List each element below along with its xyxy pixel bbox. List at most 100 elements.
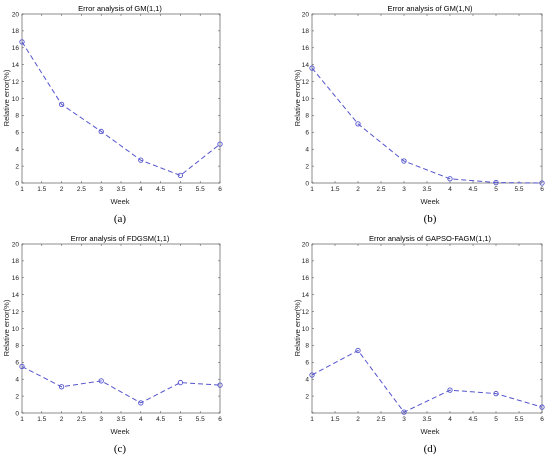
y-tick-label: 14 (12, 62, 20, 69)
y-tick-label: 10 (12, 326, 20, 333)
data-point (493, 179, 499, 186)
y-tick-label: 4 (15, 377, 19, 384)
x-tick-label: 6 (218, 186, 222, 193)
y-tick-label: 4 (15, 147, 19, 154)
data-point (447, 176, 453, 182)
y-tick-label: 16 (12, 275, 20, 282)
y-tick-label: 2 (15, 163, 19, 170)
data-point (309, 372, 315, 378)
y-tick-label: 8 (305, 343, 309, 350)
data-point (177, 379, 184, 386)
y-axis-label: Relative error(%) (293, 69, 302, 126)
x-tick-label: 1.5 (330, 416, 339, 423)
x-axis-label: Week (110, 197, 129, 206)
panel-c: Error analysis of FDGSM(1,1) Relative er… (2, 234, 223, 455)
panel-a: Error analysis of GM(1,1) Relative error… (2, 4, 223, 225)
y-tick-label: 2 (15, 393, 19, 400)
y-tick-label: 18 (12, 28, 20, 35)
panel-caption: (a) (114, 213, 127, 225)
panel-b: Error analysis of GM(1,N) Relative error… (293, 4, 545, 225)
y-tick-label: 10 (302, 326, 310, 333)
y-tick-label: 8 (15, 343, 19, 350)
x-tick-label: 5.5 (514, 416, 523, 423)
data-point (539, 404, 545, 410)
plot-area (311, 13, 543, 184)
data-point (138, 400, 144, 406)
y-tick-label: 6 (15, 130, 19, 137)
x-axis-label: Week (110, 427, 129, 436)
data-point (447, 387, 453, 393)
y-tick-label: 4 (305, 147, 309, 154)
data-point (355, 347, 361, 354)
x-tick-label: 6 (218, 416, 222, 423)
x-tick-label: 5 (179, 416, 183, 423)
y-axis-label: Relative error(%) (293, 299, 302, 356)
x-tick-label: 3.5 (116, 416, 125, 423)
data-point (217, 141, 223, 147)
y-tick-label: 14 (302, 62, 310, 69)
data-point (58, 101, 65, 108)
data-point (19, 363, 25, 370)
data-point (98, 378, 104, 384)
x-tick-label: 3.5 (422, 416, 431, 423)
x-tick-label: 1 (20, 416, 24, 423)
data-point (539, 180, 545, 186)
x-tick-label: 4 (448, 186, 452, 193)
data-point (493, 390, 499, 397)
y-tick-label: 10 (12, 96, 20, 103)
y-tick-label: 16 (302, 45, 310, 52)
y-axis-label: Relative error(%) (2, 299, 11, 356)
x-tick-label: 2 (60, 186, 64, 193)
data-point (138, 157, 144, 163)
y-tick-label: 4 (305, 377, 309, 384)
y-axis-label: Relative error(%) (2, 69, 11, 126)
x-tick-label: 2.5 (376, 416, 385, 423)
y-tick-label: 18 (302, 28, 310, 35)
series-line (21, 366, 221, 404)
series-line (21, 41, 221, 176)
data-point (19, 39, 25, 45)
y-tick-label: 0 (15, 410, 19, 417)
data-point (177, 172, 184, 179)
plot-area (21, 13, 221, 184)
x-tick-label: 3 (99, 416, 103, 423)
chart-title: Error analysis of GAPSO-FAGM(1,1) (369, 234, 492, 243)
x-tick-label: 4.5 (468, 186, 477, 193)
y-tick-label: 8 (15, 113, 19, 120)
y-tick-label: 6 (305, 360, 309, 367)
x-axis-label: Week (420, 197, 439, 206)
panel-caption: (d) (424, 443, 437, 455)
x-tick-label: 1.5 (37, 186, 46, 193)
y-tick-label: 10 (302, 96, 310, 103)
y-tick-label: 6 (15, 360, 19, 367)
x-tick-label: 5 (494, 416, 498, 423)
data-point (309, 65, 315, 71)
x-tick-label: 4.5 (156, 416, 165, 423)
data-point (58, 384, 65, 390)
y-tick-label: 2 (305, 163, 309, 170)
x-tick-label: 2 (60, 416, 64, 423)
x-tick-label: 4 (448, 416, 452, 423)
x-tick-label: 5.5 (196, 186, 205, 193)
series-line (311, 349, 543, 413)
series-line (311, 67, 543, 184)
x-tick-label: 1 (310, 186, 314, 193)
x-tick-label: 2 (356, 186, 360, 193)
y-tick-label: 8 (305, 113, 309, 120)
x-tick-label: 4.5 (156, 186, 165, 193)
x-tick-label: 1 (20, 186, 24, 193)
x-tick-label: 2.5 (77, 186, 86, 193)
data-point (355, 121, 361, 127)
panel-caption: (b) (424, 213, 437, 225)
y-tick-label: 0 (305, 180, 309, 187)
x-tick-label: 1.5 (37, 416, 46, 423)
x-tick-label: 2.5 (77, 416, 86, 423)
x-tick-label: 2.5 (376, 186, 385, 193)
panel-d: Error analysis of GAPSO-FAGM(1,1) Relati… (293, 234, 545, 455)
x-tick-label: 4 (139, 186, 143, 193)
data-point (98, 128, 104, 135)
y-tick-label: 18 (302, 258, 310, 265)
x-tick-label: 3 (402, 416, 406, 423)
chart-title: Error analysis of FDGSM(1,1) (71, 234, 170, 243)
